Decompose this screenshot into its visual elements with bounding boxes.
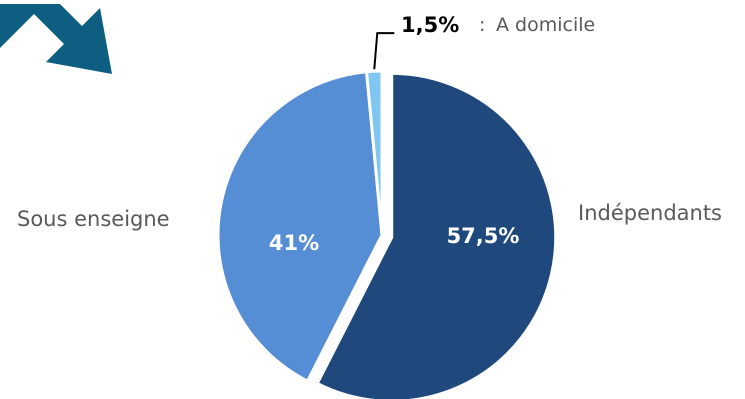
pie-slices — [216, 69, 558, 399]
slice-independants — [315, 71, 558, 399]
slice-value-a-domicile: 1,5% — [401, 13, 459, 37]
slice-a-domicile — [364, 69, 384, 236]
slice-value-sous-enseigne: 41% — [269, 231, 319, 255]
slice-label-a-domicile: A domicile — [496, 14, 595, 36]
arrow-down-right-icon — [0, 4, 112, 74]
domicile-leader-line — [373, 32, 395, 70]
slice-sous-enseigne — [216, 70, 384, 384]
slice-label-separator: : — [479, 14, 491, 36]
slice-label-sous-enseigne: Sous enseigne — [17, 207, 170, 231]
slice-label-independants: Indépendants — [578, 201, 722, 225]
slice-value-independants: 57,5% — [447, 224, 520, 248]
